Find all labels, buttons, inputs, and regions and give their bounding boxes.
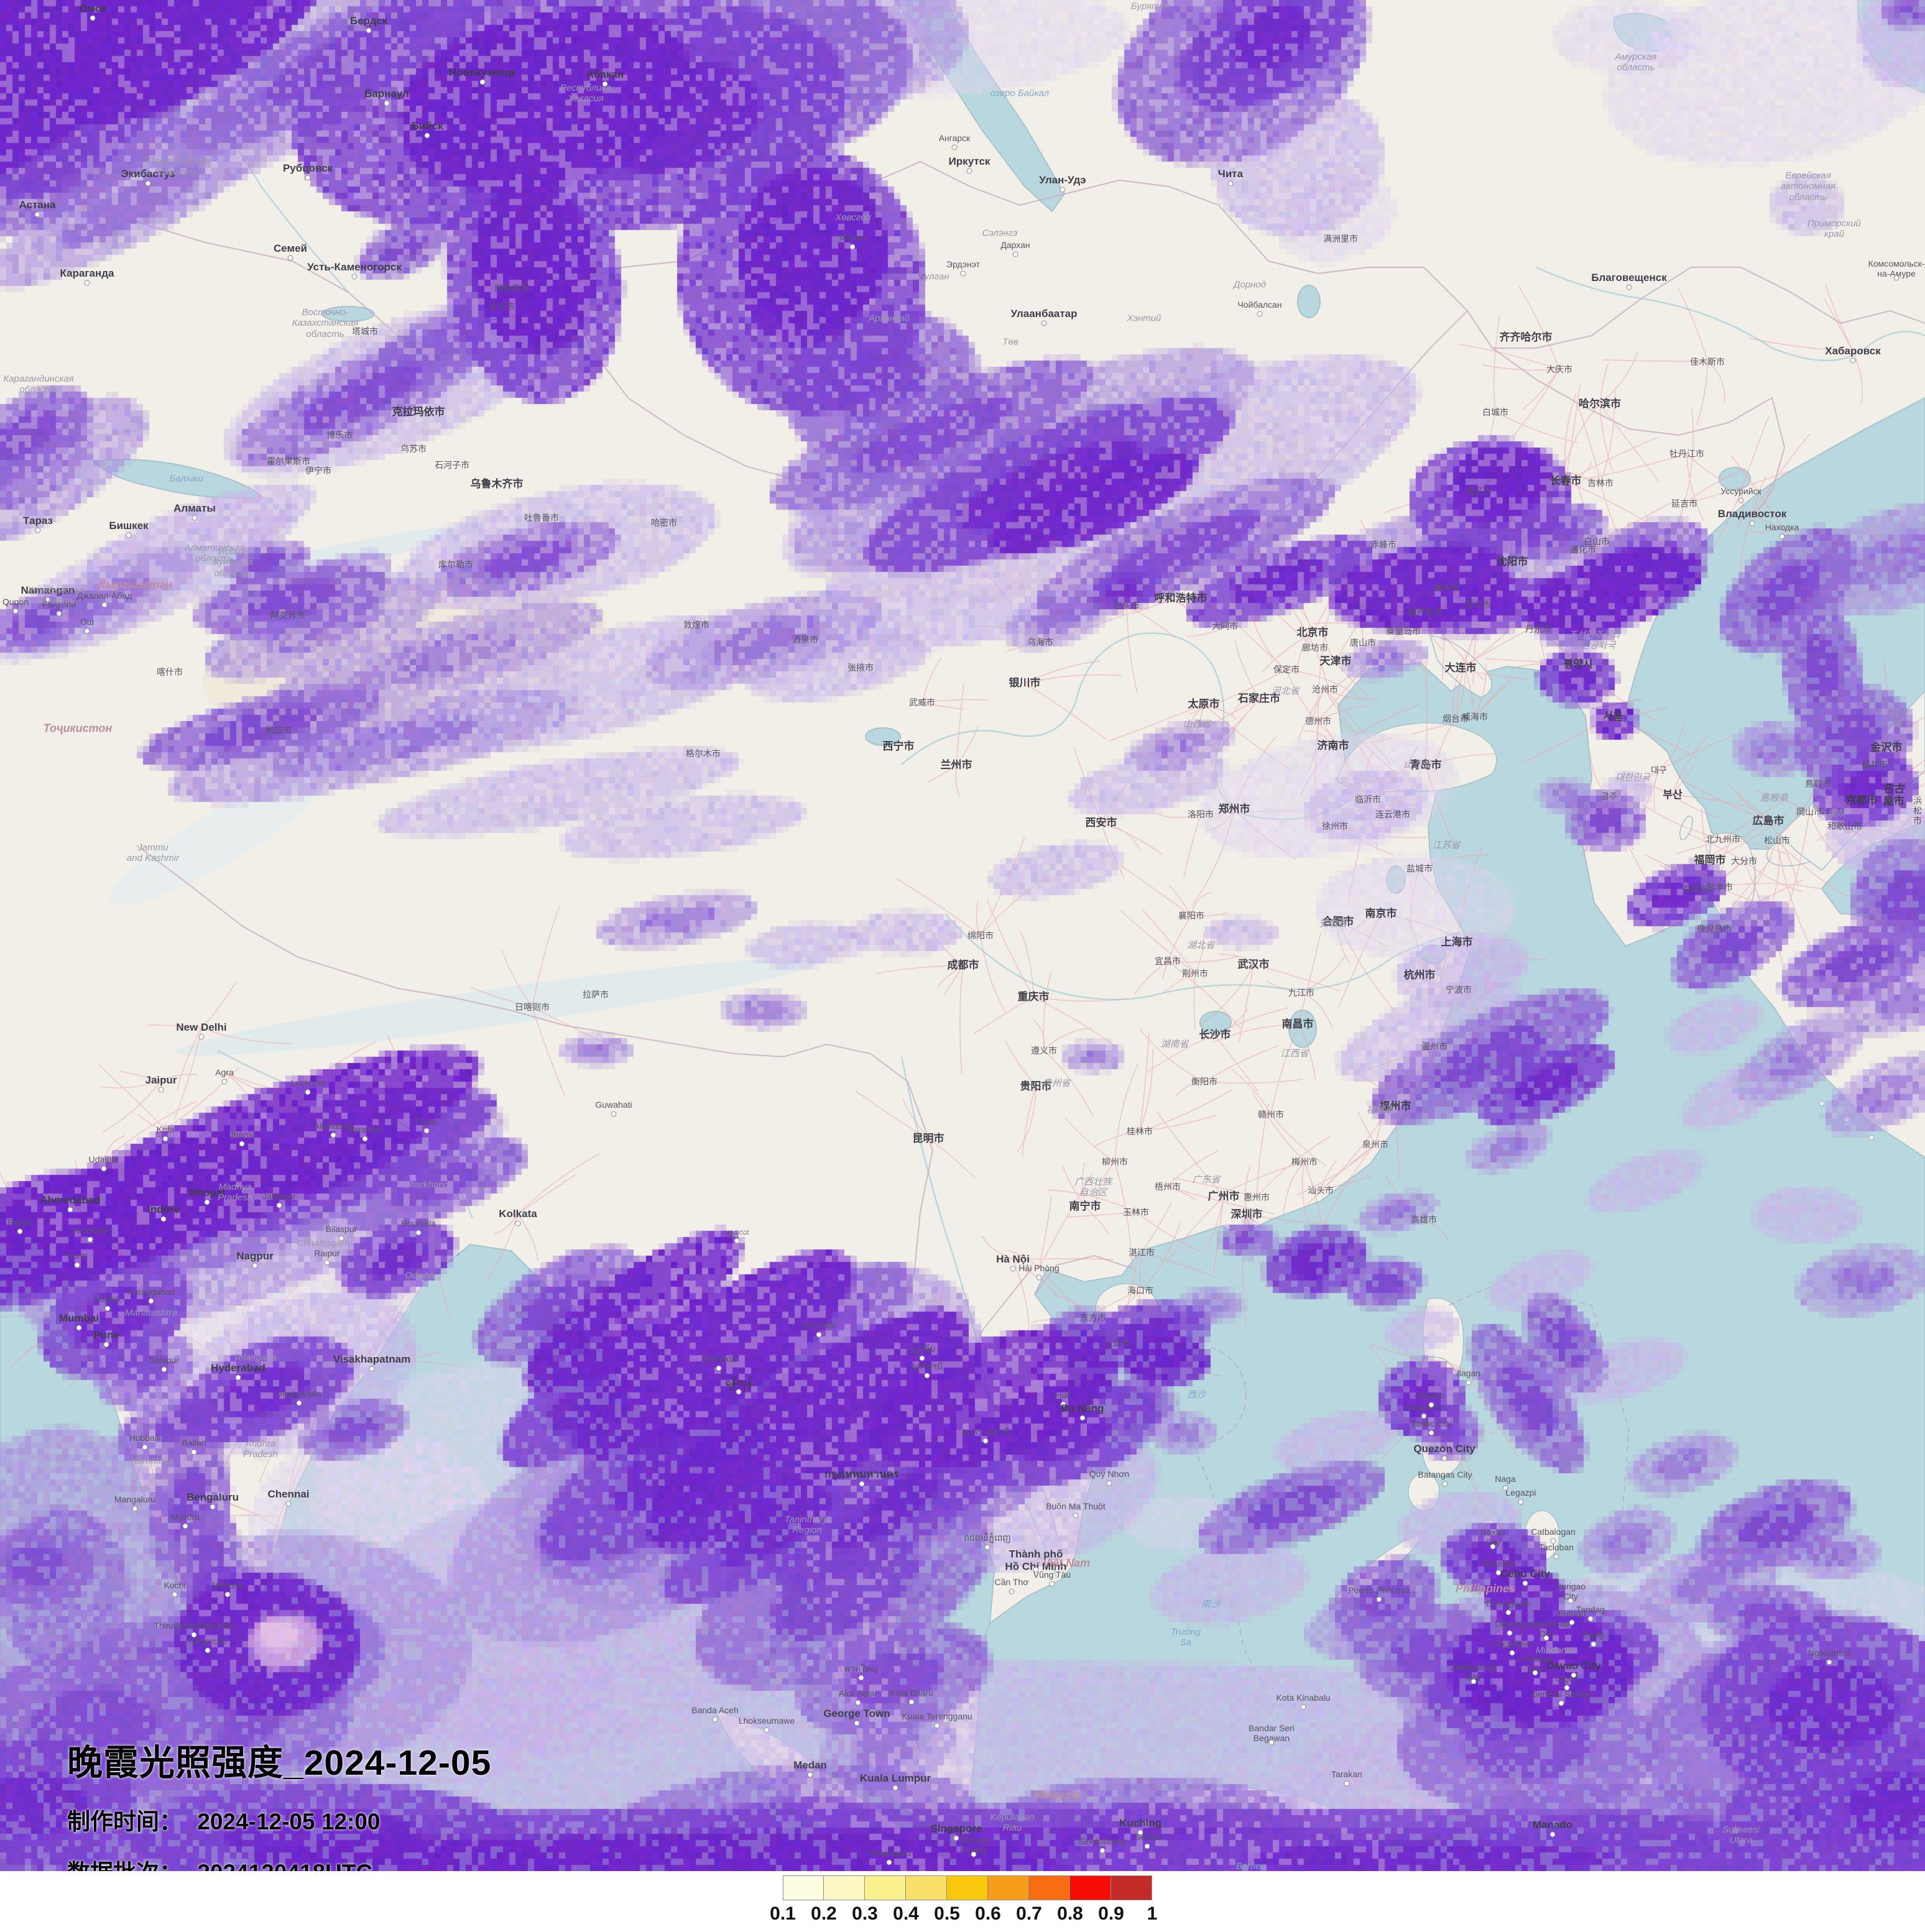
data-batch-value: 2024120418UTC: [197, 1860, 372, 1871]
legend-color-bar: [783, 1875, 1152, 1900]
intensity-overlay-canvas: [0, 0, 1925, 1871]
legend-tick-label: 0.4: [893, 1903, 919, 1924]
legend-tick-label: 0.8: [1057, 1903, 1083, 1924]
weather-map[interactable]: Омск Бердск Новокузнецк Абакан Барнаул Бийск Р…: [0, 0, 1925, 1871]
legend-tick-label: 0.2: [811, 1903, 837, 1924]
legend-cell: [824, 1875, 865, 1900]
legend-tick-label: 0.1: [770, 1903, 796, 1924]
production-time-line: 制作时间： 2024-12-05 12:00: [67, 1803, 491, 1836]
legend-cell: [947, 1875, 988, 1900]
legend-cell: [906, 1875, 947, 1900]
legend-cell: [1029, 1875, 1070, 1900]
title-block: 晚霞光照强度_2024-12-05 制作时间： 2024-12-05 12:00…: [67, 1734, 491, 1871]
production-time-label: 制作时间：: [67, 1810, 182, 1835]
legend-tick-label: 0.9: [1098, 1903, 1124, 1924]
legend-cell: [865, 1875, 906, 1900]
legend-cell: [783, 1875, 824, 1900]
legend-tick-label: 0.6: [975, 1903, 1001, 1924]
legend-tick-label: 0.7: [1016, 1903, 1042, 1924]
legend-tick-label: 0.5: [934, 1903, 960, 1924]
legend-cell: [1111, 1875, 1152, 1900]
legend-tick-label: 0.3: [852, 1903, 878, 1924]
data-batch-label: 数据批次：: [67, 1861, 182, 1871]
production-time-value: 2024-12-05 12:00: [197, 1809, 381, 1834]
legend: 0.1 0.2 0.3 0.4 0.5 0.6 0.7 0.8 0.9 1: [0, 1871, 1925, 1932]
legend-tick-label: 1: [1147, 1903, 1158, 1924]
legend-cell: [988, 1875, 1029, 1900]
map-title: 晚霞光照强度_2024-12-05: [67, 1743, 492, 1783]
data-batch-line: 数据批次： 2024120418UTC: [67, 1854, 491, 1871]
legend-cell: [1070, 1875, 1111, 1900]
